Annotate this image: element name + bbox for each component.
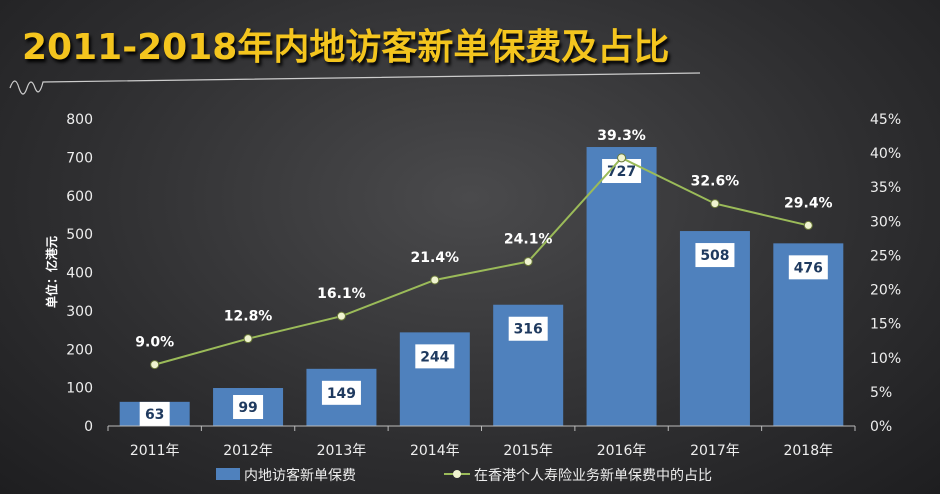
y-tick-label: 500 <box>66 227 93 243</box>
y2-tick-label: 20% <box>870 283 901 299</box>
x-tick-label: 2012年 <box>223 443 273 459</box>
y2-tick-label: 40% <box>870 146 901 162</box>
legend-bar-label: 内地访客新单保费 <box>244 467 356 484</box>
bar-data-label: 316 <box>514 322 543 338</box>
y-tick-label: 400 <box>66 266 93 282</box>
bar-data-label-box <box>139 401 170 426</box>
bar-data-label-box <box>508 316 548 341</box>
y2-tick-label: 15% <box>870 317 901 333</box>
bar-data-label: 508 <box>700 248 729 264</box>
line-data-label: 9.0% <box>135 335 174 351</box>
line-point <box>803 220 813 230</box>
line-data-label: 12.8% <box>224 309 273 325</box>
legend-line-marker <box>453 470 461 478</box>
y-tick-label: 100 <box>66 381 93 397</box>
x-tick-label: 2018年 <box>783 443 833 459</box>
bar-data-label-box <box>788 255 828 280</box>
y2-tick-label: 10% <box>870 351 901 367</box>
line-data-label: 29.4% <box>784 195 833 211</box>
y-tick-label: 600 <box>66 189 93 205</box>
bar-data-label-box <box>233 395 264 420</box>
line-point <box>243 334 253 344</box>
y2-tick-label: 0% <box>870 419 892 435</box>
line-point <box>150 360 160 370</box>
line-point <box>710 199 720 209</box>
line-point <box>336 311 346 321</box>
y-tick-label: 800 <box>66 112 93 128</box>
bar-data-label: 63 <box>145 407 164 423</box>
bar-data-label: 244 <box>420 349 449 365</box>
line-data-label: 21.4% <box>411 250 460 266</box>
x-tick-label: 2013年 <box>317 443 367 459</box>
y2-tick-label: 5% <box>870 385 892 401</box>
y-tick-label: 300 <box>66 304 93 320</box>
bar-data-label: 476 <box>794 260 823 276</box>
y2-tick-label: 45% <box>870 112 901 128</box>
y-axis-label: 单位：亿港元 <box>44 236 59 308</box>
chart-title: 2011-2018年内地访客新单保费及占比 <box>22 27 670 68</box>
bar-data-label: 149 <box>327 386 356 402</box>
share-line <box>154 156 809 366</box>
x-tick-label: 2011年 <box>130 443 180 459</box>
decorative-divider <box>9 72 701 95</box>
legend-line-label: 在香港个人寿险业务新单保费中的占比 <box>474 467 712 484</box>
x-tick-label: 2014年 <box>410 443 460 459</box>
y2-tick-label: 35% <box>870 180 901 196</box>
y-tick-label: 0 <box>84 419 93 435</box>
bar-data-label-box <box>321 380 361 405</box>
bar-data-label: 99 <box>238 400 257 416</box>
bar-data-label: 727 <box>607 164 636 180</box>
x-tick-label: 2015年 <box>503 443 553 459</box>
y2-tick-label: 25% <box>870 248 901 264</box>
legend-bar-swatch <box>216 468 240 480</box>
line-data-label: 16.1% <box>317 286 366 302</box>
y-tick-label: 700 <box>66 150 93 166</box>
line-data-label: 39.3% <box>597 128 646 144</box>
y2-tick-label: 30% <box>870 214 901 230</box>
x-tick-label: 2017年 <box>690 443 740 459</box>
y-tick-label: 200 <box>66 342 93 358</box>
line-point <box>617 153 627 163</box>
bar-data-label-box <box>415 344 455 369</box>
line-point <box>523 257 533 267</box>
x-tick-label: 2016年 <box>597 443 647 459</box>
bar <box>586 147 657 427</box>
line-data-label: 32.6% <box>691 174 740 190</box>
line-data-label: 24.1% <box>504 232 553 248</box>
line-point <box>430 275 440 285</box>
bar-data-label-box <box>695 243 735 268</box>
